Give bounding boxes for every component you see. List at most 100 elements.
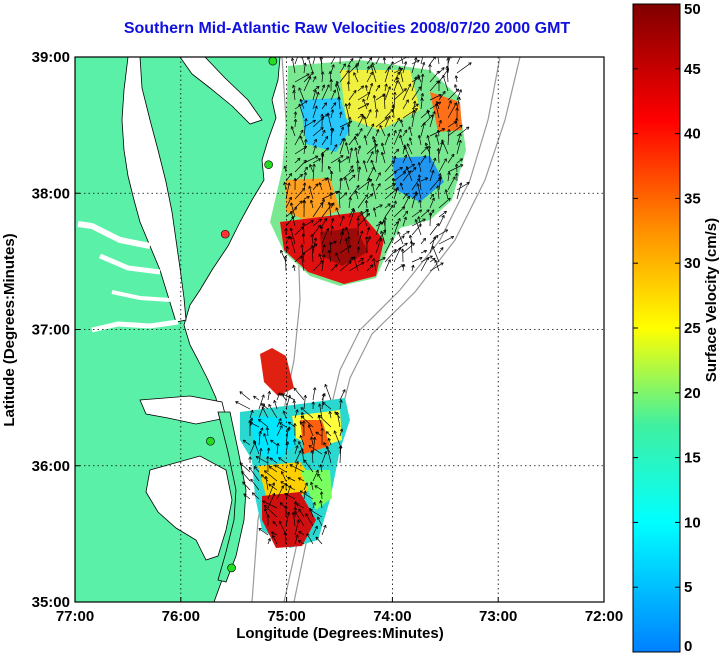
velocity-arrow-head	[420, 209, 423, 213]
velocity-arrow-head	[416, 178, 420, 181]
velocity-arrow	[312, 163, 315, 182]
velocity-arrow-head	[341, 428, 344, 432]
velocity-arrow-head	[329, 241, 333, 245]
velocity-arrow	[402, 210, 409, 218]
velocity-arrow-head	[387, 203, 391, 205]
velocity-arrow-head	[285, 505, 288, 509]
velocity-arrow-head	[328, 201, 332, 205]
velocity-arrow-head	[310, 450, 313, 454]
chesapeake-bay	[121, 57, 187, 323]
velocity-arrow	[366, 143, 378, 155]
velocity-arrow	[420, 257, 429, 272]
velocity-arrow	[243, 493, 251, 500]
velocity-arrow	[384, 160, 395, 173]
velocity-arrow-head	[455, 75, 459, 79]
velocity-arrow	[312, 237, 317, 254]
velocity-patch	[250, 416, 296, 462]
velocity-arrow-head	[330, 218, 334, 221]
velocity-arrow	[303, 119, 316, 128]
velocity-arrow-head	[242, 439, 245, 443]
velocity-arrow-head	[325, 147, 329, 149]
velocity-arrow-head	[313, 138, 317, 142]
x-tick-label: 73:00	[479, 608, 517, 625]
velocity-arrow-head	[347, 102, 350, 106]
velocity-arrow-head	[290, 57, 293, 61]
velocity-arrow	[235, 401, 251, 410]
velocity-arrow-head	[302, 233, 306, 237]
velocity-arrow-head	[367, 178, 370, 181]
velocity-arrow-head	[303, 490, 306, 494]
velocity-arrow-head	[354, 209, 356, 213]
velocity-arrow-head	[295, 461, 299, 464]
velocity-arrow-head	[418, 135, 422, 138]
velocity-arrow	[330, 225, 333, 236]
velocity-arrow	[411, 110, 416, 128]
velocity-arrow	[258, 419, 269, 428]
velocity-arrow-head	[417, 74, 421, 77]
colorbar-tick-label: 35	[684, 190, 701, 207]
velocity-arrow	[292, 84, 296, 92]
velocity-arrow	[272, 521, 278, 527]
velocity-arrow-head	[305, 146, 308, 150]
velocity-arrow	[344, 177, 350, 191]
velocity-arrow	[330, 64, 335, 74]
velocity-arrow	[290, 211, 296, 227]
velocity-arrow	[336, 81, 341, 92]
velocity-arrow	[437, 148, 440, 164]
velocity-arrow-head	[445, 211, 447, 215]
velocity-arrow-head	[415, 219, 419, 222]
velocity-arrow-head	[300, 415, 303, 419]
velocity-arrow	[456, 133, 462, 146]
velocity-arrow-head	[433, 258, 436, 262]
velocity-arrow	[384, 133, 390, 146]
velocity-arrow	[258, 528, 269, 536]
velocity-arrow-head	[313, 163, 316, 167]
velocity-arrow-head	[420, 224, 422, 228]
velocity-arrow	[393, 221, 399, 227]
velocity-arrow-head	[436, 185, 438, 189]
velocity-arrow	[267, 538, 271, 545]
velocity-arrow	[384, 171, 397, 182]
velocity-arrow-head	[425, 142, 429, 146]
velocity-arrow	[339, 389, 346, 401]
velocity-arrow-head	[258, 419, 262, 421]
velocity-arrow	[303, 166, 308, 173]
velocity-arrow-head	[319, 202, 323, 205]
velocity-arrow-head	[436, 46, 438, 48]
velocity-arrow-head	[373, 258, 376, 261]
velocity-arrow-head	[441, 139, 445, 142]
velocity-arrow	[393, 247, 402, 263]
velocity-arrow-head	[249, 417, 253, 421]
velocity-arrow-head	[456, 163, 459, 167]
velocity-arrow-head	[348, 236, 351, 239]
velocity-arrow-head	[279, 502, 282, 506]
velocity-arrow-head	[371, 159, 374, 163]
velocity-arrow-head	[445, 65, 448, 69]
velocity-arrow-head	[350, 256, 354, 259]
velocity-arrow-head	[408, 234, 411, 239]
velocity-arrow	[267, 493, 275, 509]
velocity-arrow-head	[414, 100, 417, 104]
velocity-arrow-head	[310, 233, 313, 237]
velocity-arrow-head	[287, 441, 290, 445]
velocity-arrow-head	[405, 88, 407, 92]
velocity-arrow	[298, 103, 305, 119]
velocity-arrow-head	[387, 66, 391, 69]
velocity-arrow	[357, 85, 364, 92]
velocity-arrow	[420, 62, 425, 74]
velocity-arrow-head	[459, 97, 461, 101]
velocity-arrow-head	[264, 470, 268, 472]
velocity-arrow	[285, 394, 291, 410]
velocity-arrow	[375, 117, 388, 128]
velocity-arrow	[272, 535, 278, 545]
velocity-arrow-head	[403, 206, 406, 210]
velocity-arrow-head	[418, 174, 422, 178]
velocity-arrow	[366, 66, 370, 74]
velocity-arrow	[294, 445, 298, 455]
velocity-arrow	[281, 471, 287, 482]
velocity-arrow-head	[301, 252, 305, 254]
velocity-arrow	[312, 260, 324, 272]
velocity-arrow-head	[405, 99, 409, 102]
velocity-arrow-head	[313, 89, 317, 93]
velocity-arrow-head	[376, 144, 378, 148]
